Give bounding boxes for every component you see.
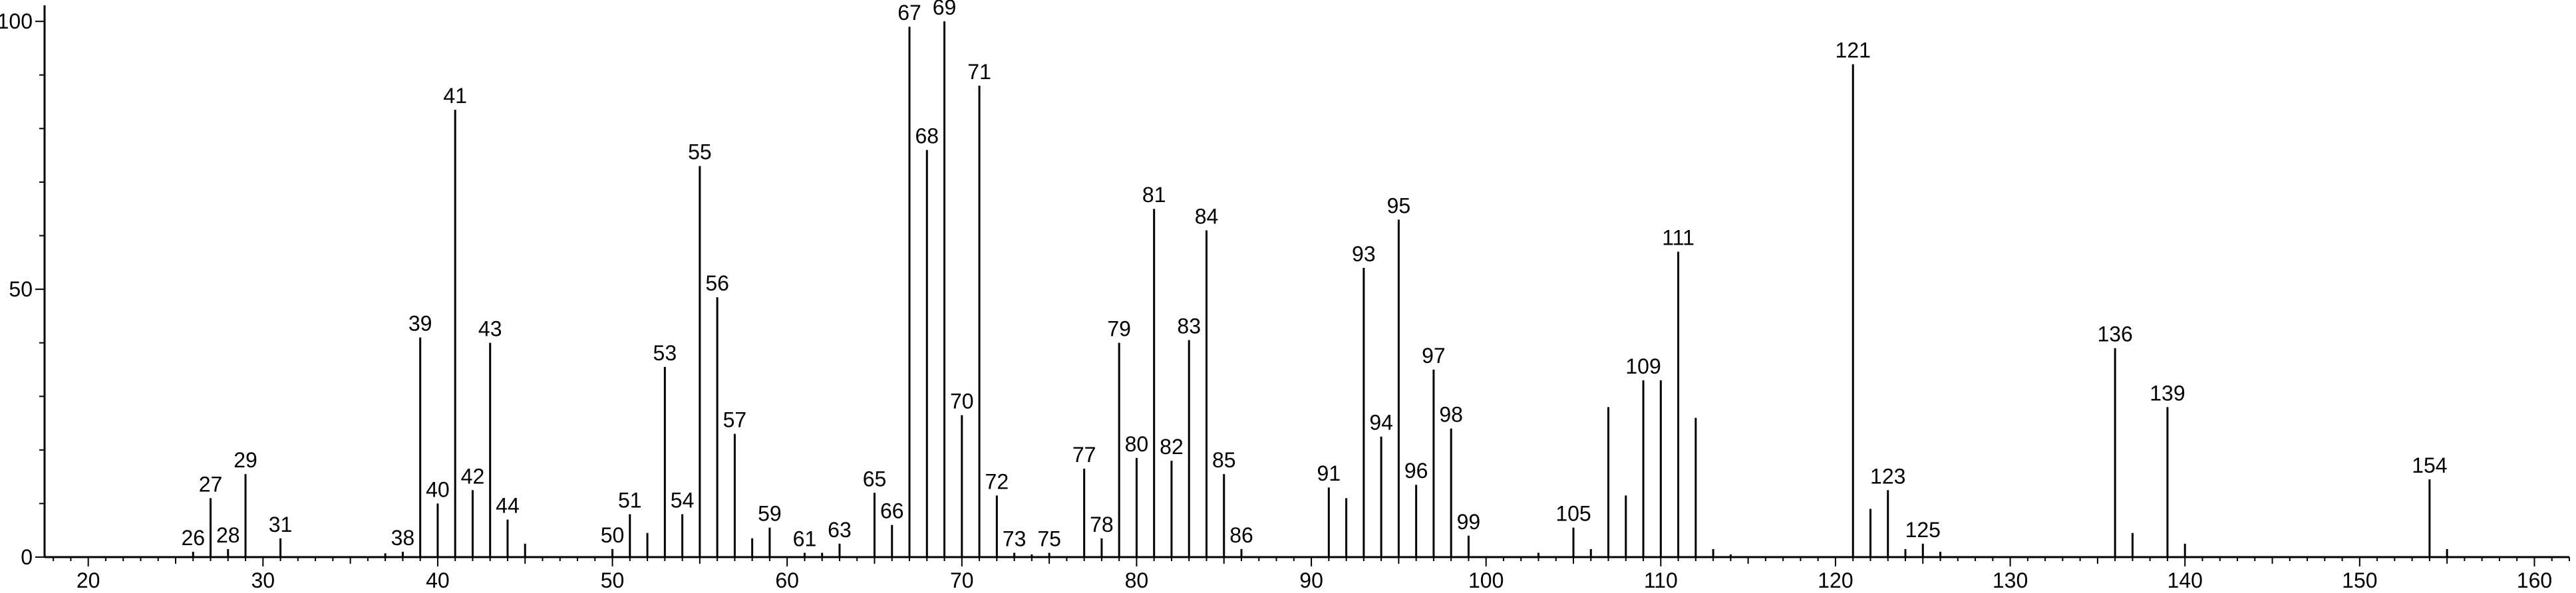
peak-label: 65	[863, 467, 887, 491]
peak-label: 86	[1229, 523, 1253, 547]
peak-label: 136	[2097, 322, 2132, 346]
peak-label: 109	[1625, 354, 1661, 378]
peak-label: 95	[1387, 193, 1411, 217]
peak-label: 51	[618, 489, 642, 513]
peak-label: 70	[950, 389, 974, 413]
peak-label: 73	[1003, 527, 1027, 551]
peak-label: 72	[985, 469, 1009, 493]
peak-label: 39	[408, 312, 432, 336]
peak-label: 93	[1352, 242, 1376, 266]
x-tick-label: 130	[1993, 568, 2028, 592]
peak-label: 91	[1317, 461, 1341, 485]
peak-label: 43	[478, 317, 502, 341]
peak-label: 31	[269, 513, 293, 536]
peak-label: 54	[671, 489, 695, 513]
peak-label: 98	[1439, 403, 1463, 427]
x-axis-ticks: 20 30 40 50 60 70 80 90 100 110 120 130 140 150 160	[53, 557, 2570, 592]
peak-label: 44	[496, 494, 520, 518]
peak-label: 63	[828, 518, 852, 542]
peak-label: 99	[1457, 510, 1481, 534]
peak-label: 80	[1125, 432, 1149, 456]
x-tick-label: 70	[950, 568, 974, 592]
peak-label: 40	[426, 477, 450, 501]
peak-label: 42	[461, 464, 485, 488]
y-tick-label: 0	[21, 545, 33, 569]
peak-label: 66	[880, 499, 904, 523]
x-tick-label: 60	[775, 568, 799, 592]
peak-label: 56	[705, 271, 729, 295]
peak-label: 55	[688, 140, 712, 164]
peak-label: 83	[1177, 314, 1201, 338]
x-tick-label: 150	[2342, 568, 2377, 592]
peak-label: 41	[443, 84, 467, 108]
peak-label: 26	[181, 526, 205, 550]
peak-label: 84	[1195, 204, 1219, 228]
peak-label: 97	[1422, 344, 1446, 368]
x-tick-label: 110	[1644, 568, 1678, 592]
x-tick-label: 40	[426, 568, 450, 592]
peak-label: 81	[1142, 183, 1166, 207]
x-tick-label: 30	[251, 568, 275, 592]
x-tick-label: 140	[2168, 568, 2203, 592]
peak-label: 111	[1662, 226, 1694, 250]
peak-label: 139	[2150, 381, 2185, 405]
x-tick-label: 80	[1125, 568, 1149, 592]
x-tick-label: 20	[77, 568, 100, 592]
peak-labels: 26 27 28 29 31 38 39 40 41 42 43 44 50 51 53 54 55 56 57 59…	[181, 0, 2447, 551]
x-tick-label: 160	[2517, 568, 2552, 592]
peak-label: 50	[601, 523, 625, 547]
peak-label: 77	[1072, 443, 1096, 467]
peak-label: 71	[967, 60, 991, 84]
peak-label: 121	[1836, 39, 1871, 62]
peak-label: 85	[1212, 448, 1236, 472]
peak-label: 75	[1037, 527, 1061, 551]
x-tick-label: 120	[1818, 568, 1853, 592]
x-tick-label: 90	[1299, 568, 1323, 592]
peak-label: 59	[758, 502, 782, 526]
peak-label: 57	[723, 408, 747, 432]
peak-label: 94	[1369, 411, 1393, 435]
peak-label: 123	[1870, 464, 1905, 488]
peak-label: 82	[1160, 435, 1184, 459]
x-tick-label: 100	[1468, 568, 1504, 592]
x-tick-label: 50	[601, 568, 625, 592]
peak-label: 38	[391, 526, 415, 550]
y-tick-label: 100	[0, 9, 33, 33]
peak-label: 27	[199, 472, 223, 496]
peak-label: 28	[216, 523, 240, 547]
peak-label: 154	[2412, 453, 2447, 477]
peak-label: 61	[793, 527, 817, 551]
y-axis-ticks: 0 50 100	[0, 9, 45, 569]
peak-label: 96	[1404, 459, 1428, 483]
peak-bars	[192, 21, 2448, 557]
peak-label: 105	[1555, 502, 1591, 526]
peak-label: 78	[1090, 513, 1114, 536]
peak-label: 68	[915, 124, 939, 148]
peak-label: 69	[933, 0, 957, 19]
peak-label: 53	[653, 341, 677, 365]
peak-label: 29	[234, 448, 257, 472]
peak-label: 79	[1107, 317, 1131, 341]
y-tick-label: 50	[9, 277, 33, 301]
peak-label: 67	[897, 1, 921, 25]
peak-label: 125	[1905, 518, 1941, 542]
